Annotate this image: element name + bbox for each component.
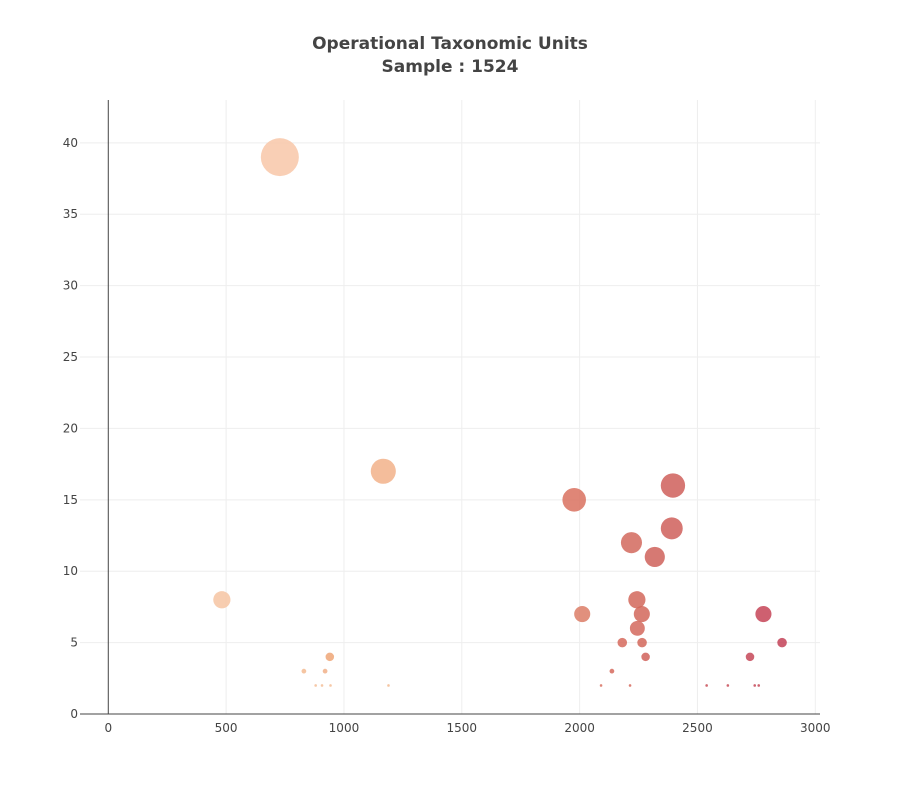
bubble-point[interactable] <box>617 637 628 648</box>
bubble-point[interactable] <box>660 517 683 540</box>
y-tick-label: 40 <box>63 136 78 150</box>
chart-title-line-1: Operational Taxonomic Units <box>312 34 588 54</box>
bubble-point[interactable] <box>628 684 632 687</box>
bubble-point[interactable] <box>660 473 686 498</box>
grid-lines <box>80 100 820 714</box>
bubble-point[interactable] <box>387 684 390 687</box>
bubble-point[interactable] <box>314 684 317 687</box>
y-tick-label: 30 <box>63 279 78 293</box>
axes <box>80 100 820 715</box>
bubble-point[interactable] <box>628 591 646 609</box>
bubble-point[interactable] <box>620 532 643 554</box>
x-tick-label: 3000 <box>800 721 831 735</box>
y-tick-label: 5 <box>70 636 78 650</box>
bubble-point[interactable] <box>213 591 231 609</box>
bubble-point[interactable] <box>641 652 650 662</box>
x-tick-label: 0 <box>104 721 112 735</box>
bubble-point[interactable] <box>629 620 645 636</box>
x-tick-labels: 0 500 1000 1500 2000 2500 3000 <box>104 721 830 735</box>
y-tick-label: 35 <box>63 207 78 221</box>
bubble-point[interactable] <box>644 546 665 568</box>
bubble-point[interactable] <box>574 605 591 623</box>
bubble-point[interactable] <box>562 488 586 512</box>
x-tick-label: 1000 <box>329 721 360 735</box>
bubble-point[interactable] <box>755 605 772 623</box>
bubble-point[interactable] <box>757 684 761 687</box>
chart-title: Operational Taxonomic Units Sample : 152… <box>0 33 900 79</box>
bubble-point[interactable] <box>633 605 650 623</box>
y-tick-label: 20 <box>63 421 78 435</box>
y-tick-label: 0 <box>70 707 78 721</box>
bubble-point[interactable] <box>599 684 603 687</box>
bubble-series <box>213 138 787 687</box>
bubble-point[interactable] <box>753 684 757 687</box>
x-tick-label: 2500 <box>682 721 713 735</box>
bubble-point[interactable] <box>260 138 299 177</box>
chart-title-line-2: Sample : 1524 <box>381 57 519 77</box>
bubble-point[interactable] <box>329 684 332 687</box>
x-tick-label: 500 <box>215 721 238 735</box>
bubble-point[interactable] <box>370 458 396 484</box>
bubble-point[interactable] <box>322 668 328 674</box>
bubble-point[interactable] <box>320 684 324 687</box>
bubble-point[interactable] <box>726 684 730 687</box>
y-tick-labels: 0 5 10 15 20 25 30 35 40 <box>63 136 78 721</box>
y-tick-label: 10 <box>63 564 78 578</box>
bubble-point[interactable] <box>301 668 307 674</box>
bubble-point[interactable] <box>705 684 708 687</box>
y-tick-label: 15 <box>63 493 78 507</box>
bubble-point[interactable] <box>325 652 335 662</box>
bubble-point[interactable] <box>637 637 647 648</box>
bubble-point[interactable] <box>745 652 755 662</box>
x-tick-label: 2000 <box>564 721 595 735</box>
bubble-point[interactable] <box>777 637 787 648</box>
x-tick-label: 1500 <box>447 721 478 735</box>
y-tick-label: 25 <box>63 350 78 364</box>
bubble-point[interactable] <box>609 668 615 674</box>
